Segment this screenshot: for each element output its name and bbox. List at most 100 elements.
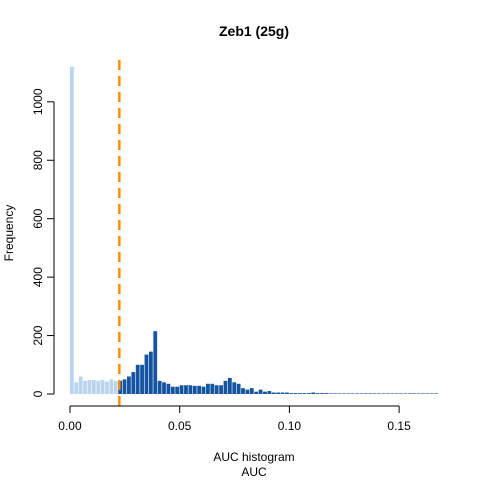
histogram-bar (74, 382, 79, 394)
x-tick-label: 0.10 (278, 419, 302, 433)
histogram-bar (311, 392, 316, 394)
histogram-bar (100, 379, 105, 394)
y-tick-label: 1000 (31, 88, 45, 115)
histogram-bar (236, 383, 241, 394)
histogram-bar (245, 389, 250, 394)
y-axis: 0 200 400 600 800 1000 (31, 88, 55, 397)
histogram-bar (364, 393, 368, 394)
histogram-bar (113, 380, 118, 394)
histogram-bar (372, 393, 377, 394)
histogram-bar (241, 388, 245, 394)
histogram-bar (350, 393, 355, 394)
histogram-bar (342, 393, 346, 394)
histogram-bar (324, 393, 329, 394)
histogram-bar (337, 393, 342, 394)
histogram-bar (315, 393, 320, 394)
histogram-bar (197, 385, 202, 394)
histogram-bar (280, 392, 285, 394)
histogram-bar (192, 385, 197, 394)
y-axis-label: Frequency (2, 205, 16, 262)
histogram-bar (416, 393, 421, 394)
histogram-bar (175, 386, 180, 394)
histogram-bar (263, 391, 267, 394)
histogram-bar (267, 391, 272, 394)
x-axis: 0.00 0.05 0.10 0.15 (58, 405, 411, 433)
histogram-bar (429, 393, 434, 394)
histogram-bar (91, 379, 96, 394)
histogram-bar (210, 383, 215, 394)
chart-title: Zeb1 (25g) (219, 23, 289, 39)
x-tick-label: 0.05 (168, 419, 192, 433)
histogram-bar (166, 383, 171, 394)
histogram-bar (157, 380, 162, 394)
histogram-bar (170, 386, 175, 394)
histogram-bars (69, 66, 439, 394)
histogram-bar (188, 385, 193, 394)
histogram-bar (219, 385, 223, 394)
y-tick-label: 800 (31, 150, 45, 170)
histogram-bar (328, 393, 333, 394)
histogram-bar (201, 386, 206, 394)
histogram-bar (69, 66, 74, 394)
x-tick-label: 0.00 (58, 419, 82, 433)
histogram-bar (289, 393, 294, 394)
histogram-bar (105, 381, 109, 394)
histogram-bar (377, 393, 381, 394)
y-tick-label: 0 (31, 390, 45, 397)
histogram-bar (109, 379, 114, 394)
y-tick-label: 600 (31, 208, 45, 228)
histogram-bar (206, 383, 210, 394)
histogram-bar (127, 376, 131, 394)
histogram-bar (390, 393, 395, 394)
histogram-bar (293, 393, 298, 394)
histogram-bar (83, 380, 87, 394)
histogram-bar (271, 392, 276, 394)
histogram-bar (258, 389, 263, 394)
histogram-bar (276, 392, 281, 394)
histogram-bar (153, 331, 158, 394)
histogram-bar (140, 364, 144, 394)
histogram-bar (298, 393, 302, 394)
histogram-bar (179, 385, 184, 394)
histogram-bar (78, 376, 83, 394)
histogram-bar (346, 393, 351, 394)
y-tick-label: 400 (31, 267, 45, 287)
x-axis-label: AUC (241, 465, 267, 479)
histogram-bar (285, 392, 289, 394)
histogram-bar (306, 393, 311, 394)
histogram-bar (302, 393, 307, 394)
histogram-bar (162, 382, 166, 394)
histogram-bar (425, 393, 430, 394)
y-tick-label: 200 (31, 325, 45, 345)
histogram-bar (227, 377, 232, 394)
x-tick-label: 0.15 (387, 419, 411, 433)
histogram-bar (254, 391, 259, 394)
histogram-bar (320, 393, 324, 394)
histogram-bar (122, 379, 127, 394)
histogram-bar (249, 388, 254, 394)
histogram-bar (223, 380, 228, 394)
histogram-bar (333, 393, 338, 394)
x-axis-sublabel: AUC histogram (213, 450, 294, 464)
histogram-bar (144, 354, 149, 394)
histogram-bar (381, 393, 386, 394)
histogram-bar (412, 393, 417, 394)
histogram-bar (399, 393, 403, 394)
histogram-bar (407, 393, 412, 394)
histogram-bar (368, 393, 373, 394)
histogram-bar (385, 393, 390, 394)
histogram-bar (394, 393, 399, 394)
histogram-bar (184, 385, 188, 394)
histogram-bar (355, 393, 360, 394)
histogram-bar (148, 351, 153, 394)
histogram-bar (214, 385, 219, 394)
histogram-bar (135, 364, 140, 394)
histogram-bar (87, 379, 92, 394)
histogram-bar (96, 380, 101, 394)
histogram-bar (434, 393, 439, 394)
histogram-bar (359, 393, 364, 394)
histogram-bar (421, 393, 425, 394)
histogram-bar (232, 382, 237, 394)
histogram-bar (131, 372, 136, 394)
